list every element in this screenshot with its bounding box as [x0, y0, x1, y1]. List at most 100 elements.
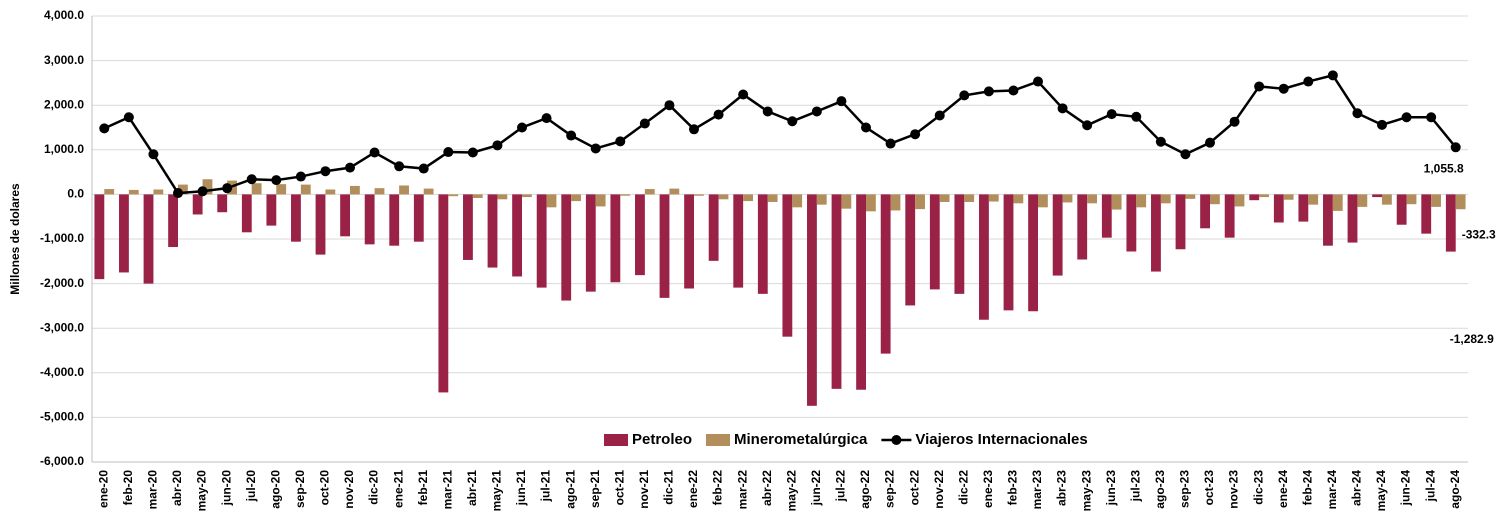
- legend-label: Minerometalúrgica: [734, 431, 868, 448]
- legend-label: Petroleo: [632, 431, 692, 448]
- legend-label: Viajeros Internacionales: [915, 431, 1087, 448]
- x-tick-label: jul-24: [1423, 470, 1437, 503]
- line-marker: [689, 124, 699, 135]
- line-marker: [836, 96, 847, 107]
- line-marker: [1131, 111, 1142, 122]
- line-marker: [418, 163, 429, 174]
- bar: [399, 185, 409, 195]
- bar: [192, 194, 203, 215]
- bar: [1298, 194, 1309, 222]
- bar: [1347, 194, 1358, 243]
- x-tick-label: jun-22: [809, 470, 823, 507]
- bar: [1077, 194, 1088, 260]
- bar: [340, 194, 350, 237]
- line-marker: [615, 136, 626, 147]
- bar: [1175, 194, 1186, 250]
- line-marker: [762, 106, 773, 117]
- bar: [423, 188, 434, 195]
- line-marker: [1278, 83, 1289, 94]
- bar: [929, 194, 940, 290]
- x-tick-label: mar-23: [1030, 470, 1044, 510]
- x-tick-label: feb-21: [416, 470, 430, 506]
- bar: [276, 184, 287, 195]
- bar: [979, 194, 989, 320]
- bar: [1445, 194, 1456, 252]
- x-tick-label: feb-20: [121, 470, 135, 506]
- line-marker: [811, 106, 822, 117]
- bar: [694, 194, 704, 196]
- bar: [1273, 194, 1284, 223]
- bar: [831, 194, 842, 389]
- bar: [782, 194, 793, 337]
- bar: [1160, 194, 1171, 204]
- bar: [733, 194, 744, 288]
- line-marker: [345, 162, 355, 173]
- x-tick-label: ene-21: [391, 470, 405, 508]
- x-tick-label: abr-22: [760, 470, 774, 506]
- x-tick-label: ago-24: [1448, 470, 1462, 509]
- bar: [438, 194, 449, 393]
- y-tick-label: -1,000.0: [40, 231, 84, 245]
- x-tick-label: dic-21: [662, 470, 676, 505]
- x-tick-label: nov-20: [342, 470, 356, 509]
- x-tick-label: abr-23: [1055, 470, 1069, 506]
- bar: [536, 194, 547, 288]
- x-tick-label: feb-23: [1006, 470, 1020, 506]
- bar: [1421, 194, 1432, 234]
- line-marker: [910, 129, 921, 140]
- bar: [1332, 194, 1343, 211]
- bar: [546, 194, 557, 208]
- bar: [669, 188, 680, 195]
- line-marker: [1377, 119, 1387, 130]
- x-tick-label: ago-20: [268, 470, 282, 509]
- bar: [964, 194, 975, 202]
- line-marker: [1082, 120, 1093, 131]
- x-tick-label: may-20: [195, 470, 209, 512]
- x-tick-label: jun-20: [219, 470, 233, 507]
- line-marker: [1008, 85, 1019, 96]
- bar: [389, 194, 400, 246]
- data-label: -1,282.9: [1450, 332, 1494, 346]
- x-tick-label: oct-22: [907, 470, 921, 506]
- line-marker: [639, 118, 650, 129]
- legend-swatch: [604, 434, 628, 446]
- legend-marker: [891, 435, 902, 445]
- bar: [856, 194, 866, 390]
- bar: [1382, 194, 1392, 205]
- bar: [635, 194, 645, 276]
- line-marker: [1254, 81, 1265, 92]
- bar: [217, 194, 228, 213]
- x-tick-label: ene-24: [1276, 470, 1290, 508]
- line-marker: [566, 130, 577, 141]
- line-marker: [394, 161, 405, 172]
- bar: [522, 194, 532, 198]
- bar: [94, 194, 105, 280]
- line-marker: [983, 86, 994, 97]
- line-marker: [1352, 108, 1363, 119]
- x-tick-label: jun-21: [514, 470, 528, 507]
- line-marker: [1155, 136, 1166, 147]
- x-tick-label: abr-24: [1350, 470, 1364, 506]
- legend-swatch: [706, 434, 731, 446]
- x-tick-label: abr-21: [465, 470, 479, 506]
- bar: [1062, 194, 1073, 203]
- bar: [659, 194, 670, 298]
- bar: [241, 194, 252, 233]
- bar: [743, 194, 753, 202]
- line-marker: [738, 89, 749, 100]
- line-marker: [99, 123, 110, 134]
- x-tick-label: jul-21: [539, 470, 553, 503]
- line-marker: [1303, 76, 1314, 87]
- x-tick-label: mar-24: [1325, 470, 1339, 510]
- line-marker: [885, 138, 896, 149]
- x-tick-label: mar-22: [735, 470, 749, 510]
- bar: [143, 194, 154, 284]
- line-marker: [443, 147, 454, 158]
- bar: [178, 184, 188, 195]
- x-tick-label: nov-22: [932, 470, 946, 509]
- bar: [620, 194, 631, 196]
- bar: [1013, 194, 1024, 204]
- x-tick-label: feb-24: [1300, 470, 1314, 506]
- x-tick-label: may-24: [1374, 470, 1388, 512]
